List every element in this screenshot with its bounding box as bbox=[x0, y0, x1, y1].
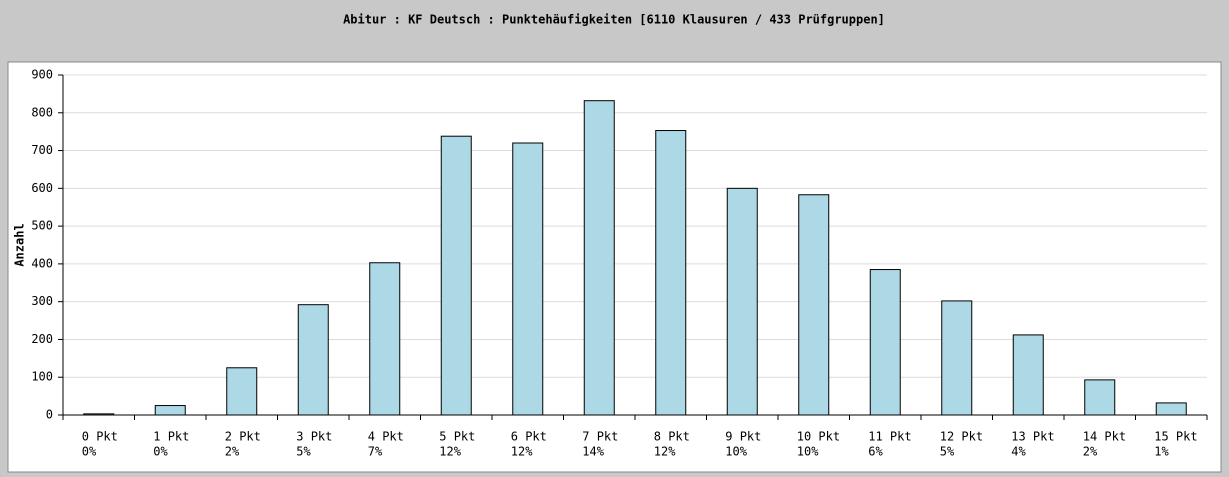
bar bbox=[297, 304, 329, 416]
bar bbox=[941, 300, 973, 416]
share-label: 2% bbox=[1083, 445, 1098, 459]
bar bbox=[726, 187, 758, 416]
bar bbox=[798, 194, 830, 416]
share-label: 10% bbox=[725, 445, 747, 459]
bar bbox=[869, 269, 901, 416]
x-tick-label: 13 Pkt bbox=[1011, 430, 1054, 444]
share-label: 12% bbox=[654, 445, 676, 459]
x-tick-label: 6 Pkt bbox=[511, 430, 547, 444]
y-tick-label: 700 bbox=[31, 143, 53, 157]
y-tick-label: 400 bbox=[31, 256, 53, 270]
share-label: 7% bbox=[368, 445, 383, 459]
x-tick-label: 3 Pkt bbox=[296, 430, 332, 444]
x-tick-label: 11 Pkt bbox=[868, 430, 911, 444]
bar bbox=[1012, 334, 1044, 416]
y-tick-label: 200 bbox=[31, 332, 53, 346]
share-label: 6% bbox=[868, 445, 883, 459]
bar bbox=[512, 142, 544, 416]
x-tick-label: 8 Pkt bbox=[654, 430, 690, 444]
share-label: 0% bbox=[153, 445, 168, 459]
y-tick-label: 800 bbox=[31, 105, 53, 119]
x-tick-label: 5 Pkt bbox=[439, 430, 475, 444]
bar bbox=[655, 130, 687, 416]
x-tick-label: 10 Pkt bbox=[797, 430, 840, 444]
bar bbox=[154, 405, 186, 416]
share-label: 5% bbox=[940, 445, 955, 459]
x-tick-label: 14 Pkt bbox=[1083, 430, 1126, 444]
share-label: 4% bbox=[1011, 445, 1026, 459]
y-tick-label: 0 bbox=[46, 408, 53, 422]
x-tick-label: 0 Pkt bbox=[82, 430, 118, 444]
share-label: 1% bbox=[1154, 445, 1169, 459]
share-label: 14% bbox=[582, 445, 604, 459]
y-axis-label: Anzahl bbox=[13, 223, 27, 266]
share-label: 10% bbox=[797, 445, 819, 459]
x-tick-label: 4 Pkt bbox=[368, 430, 404, 444]
x-tick-label: 1 Pkt bbox=[153, 430, 189, 444]
y-tick-label: 300 bbox=[31, 294, 53, 308]
y-tick-label: 100 bbox=[31, 370, 53, 384]
x-tick-label: 9 Pkt bbox=[725, 430, 761, 444]
y-tick-label: 600 bbox=[31, 181, 53, 195]
x-tick-label: 15 Pkt bbox=[1154, 430, 1197, 444]
x-tick-label: 7 Pkt bbox=[582, 430, 618, 444]
bar bbox=[440, 135, 472, 416]
bar bbox=[369, 262, 401, 416]
bar bbox=[1155, 402, 1187, 416]
x-tick-label: 12 Pkt bbox=[940, 430, 983, 444]
chart-title: Abitur : KF Deutsch : Punktehäufigkeiten… bbox=[343, 13, 885, 27]
x-tick-label: 2 Pkt bbox=[225, 430, 261, 444]
bar bbox=[583, 100, 615, 416]
bar bbox=[226, 367, 258, 416]
y-tick-label: 900 bbox=[31, 68, 53, 82]
share-label: 2% bbox=[225, 445, 240, 459]
share-label: 12% bbox=[511, 445, 533, 459]
share-label: 5% bbox=[296, 445, 311, 459]
share-label: 12% bbox=[439, 445, 461, 459]
bar bbox=[1084, 379, 1116, 416]
share-label: 0% bbox=[82, 445, 97, 459]
y-tick-label: 500 bbox=[31, 219, 53, 233]
